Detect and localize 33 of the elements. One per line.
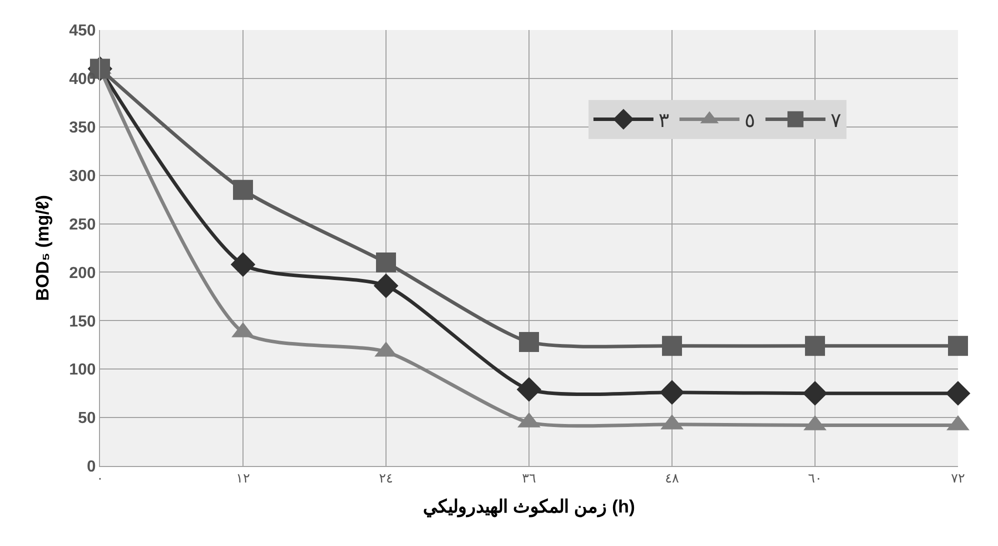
- point: [948, 336, 968, 356]
- y-tick-label: 350: [69, 119, 96, 136]
- y-tick-label: 300: [69, 168, 96, 185]
- y-tick-label: 150: [69, 313, 96, 330]
- point: [805, 336, 825, 356]
- point: [660, 380, 684, 405]
- y-tick-label: 50: [78, 410, 96, 428]
- y-axis-title: BOD₅ (mg/ℓ): [32, 194, 52, 302]
- y-tick-label: 100: [69, 362, 96, 379]
- legend-label: ٣: [658, 110, 670, 132]
- x-axis-title: زمن المكوث الهيدروليكي (h): [423, 496, 636, 518]
- x-tick-label: ٦٠: [808, 470, 822, 486]
- point: [374, 273, 398, 298]
- point: [662, 336, 682, 356]
- y-tick-label: 0: [86, 458, 96, 476]
- y-tick-label: 250: [69, 216, 96, 234]
- point: [516, 377, 542, 402]
- y-tick-label: 200: [69, 264, 96, 282]
- x-tick-label: ١٢: [236, 470, 250, 486]
- x-tick-label: ٢٤: [379, 470, 393, 486]
- x-tick-label: ٠: [96, 470, 104, 486]
- x-tick-label: ٤٨: [665, 470, 679, 486]
- point: [376, 252, 396, 273]
- point: [519, 332, 539, 352]
- x-tick-label: ٧٢: [951, 470, 965, 486]
- x-tick-label: ٣٦: [522, 470, 536, 486]
- legend-label: ٧: [830, 110, 842, 132]
- point: [233, 180, 253, 200]
- point: [802, 380, 828, 406]
- legend-label: ٥: [744, 110, 756, 132]
- point: [230, 252, 256, 277]
- y-tick-label: 450: [69, 22, 96, 40]
- point: [946, 380, 970, 406]
